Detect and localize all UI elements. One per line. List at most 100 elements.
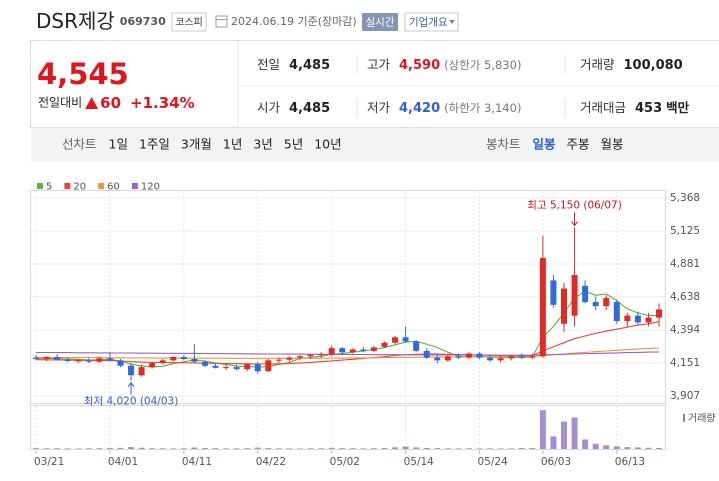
annotation-arrowhead <box>127 381 135 387</box>
volume-bar <box>201 448 208 449</box>
candle-body <box>582 285 589 303</box>
candle-body <box>138 367 145 376</box>
legend-label: 120 <box>141 182 160 193</box>
candle-body <box>381 342 388 347</box>
y-tick-label: 5,368 <box>670 192 700 204</box>
candle-body <box>212 365 219 368</box>
candle-body <box>191 359 198 362</box>
legend-swatch <box>64 183 71 189</box>
volume-bar <box>423 447 430 449</box>
tab[interactable]: 1년 <box>223 137 242 152</box>
candle-body <box>413 341 420 351</box>
tab[interactable]: 5년 <box>284 137 303 152</box>
summary-label: 거래대금 <box>580 100 626 115</box>
volume-bar <box>656 447 663 449</box>
volume-label: 거래량 <box>688 413 716 425</box>
up-icon <box>85 97 99 109</box>
y-tick-label: 5,125 <box>670 225 700 237</box>
candle-body <box>392 337 399 343</box>
change-amount: 60 <box>100 94 121 112</box>
volume-bar <box>487 448 494 449</box>
volume-legend-icon <box>683 414 685 422</box>
current-price: 4,545 <box>37 57 129 91</box>
annotation-text: 최저 4,020 (04/03) <box>84 396 179 408</box>
volume-bar <box>212 448 219 449</box>
tab[interactable]: 10년 <box>314 137 341 152</box>
volume-bar <box>265 448 272 449</box>
stock-code: 069730 <box>120 15 166 28</box>
legend-label: 20 <box>73 182 86 193</box>
candle-body <box>561 288 567 324</box>
plot: 5,368 5,125 4,881 4,638 4,394 4,151 3,907 03/21… <box>31 191 716 468</box>
candle-body <box>43 356 50 360</box>
volume-bar <box>497 448 504 449</box>
candle-body <box>603 298 610 307</box>
ma-line <box>36 351 660 356</box>
realtime-text[interactable]: 실시간 <box>366 17 395 29</box>
tab[interactable]: 주봉 <box>567 137 590 152</box>
volume-bar <box>233 448 240 449</box>
volume-bar <box>138 447 145 449</box>
summary-note: (상한가 5,830) <box>444 58 521 72</box>
price-panel <box>30 190 666 404</box>
volume-bar <box>43 448 50 449</box>
candle-body <box>455 356 462 358</box>
candle-body <box>571 274 578 316</box>
volume-bar <box>191 447 198 449</box>
tab[interactable]: 3년 <box>253 137 272 152</box>
volume-bar <box>180 448 187 449</box>
realtime-button[interactable] <box>362 13 398 31</box>
volume-bar <box>106 448 113 449</box>
candle-body <box>339 348 346 353</box>
x-tick-label: 05/14 <box>404 456 435 468</box>
candle-body <box>96 358 103 362</box>
candle-body <box>54 356 61 360</box>
y-tick-label: 4,151 <box>670 357 700 369</box>
calendar-icon <box>215 15 228 28</box>
tab-group-label: 선차트 <box>62 137 97 152</box>
volume-bar <box>518 448 525 449</box>
volume-bar <box>634 447 641 449</box>
volume-bar <box>33 448 39 449</box>
candle-body <box>180 356 187 360</box>
volume-bar <box>297 448 303 449</box>
candle-body <box>402 337 409 342</box>
volume-bar <box>159 448 166 449</box>
tab[interactable]: 1주일 <box>139 137 170 152</box>
legend-swatch <box>98 183 105 189</box>
summary-label: 고가 <box>367 57 391 72</box>
candle-body <box>254 364 261 372</box>
change-label: 전일대비 <box>38 96 82 110</box>
volume-bar <box>624 447 631 449</box>
volume-bar <box>96 448 103 449</box>
tab[interactable]: 1일 <box>109 137 128 152</box>
quote-box <box>30 40 719 128</box>
candle-body <box>518 356 525 358</box>
tab-bar <box>31 128 719 162</box>
ma-line <box>35 321 660 365</box>
candle-body <box>233 367 240 370</box>
candle-body <box>244 364 251 370</box>
volume-bar <box>349 448 356 449</box>
market-badge <box>171 12 207 32</box>
volume-bar <box>307 448 314 449</box>
company-button[interactable] <box>404 12 459 32</box>
change: 60 +1.34% <box>100 94 194 112</box>
tab[interactable]: 일봉 <box>533 137 557 152</box>
company-text[interactable]: 기업개요 <box>409 16 448 29</box>
tab[interactable]: 월봉 <box>601 137 624 152</box>
x-tick-label: 06/03 <box>541 456 571 468</box>
volume-bar <box>244 448 251 449</box>
candle-body <box>508 356 515 359</box>
x-tick-label: 04/11 <box>182 456 212 468</box>
legend: 5 20 60 120 <box>37 182 160 193</box>
volume-bar <box>64 448 71 449</box>
candle-body <box>307 354 314 357</box>
candle-body <box>159 360 166 364</box>
candle-body <box>128 365 135 376</box>
candle-body <box>423 350 430 358</box>
tab[interactable]: 3개월 <box>181 137 212 152</box>
annotation-arrowhead <box>571 221 578 227</box>
legend-label: 5 <box>46 182 52 193</box>
